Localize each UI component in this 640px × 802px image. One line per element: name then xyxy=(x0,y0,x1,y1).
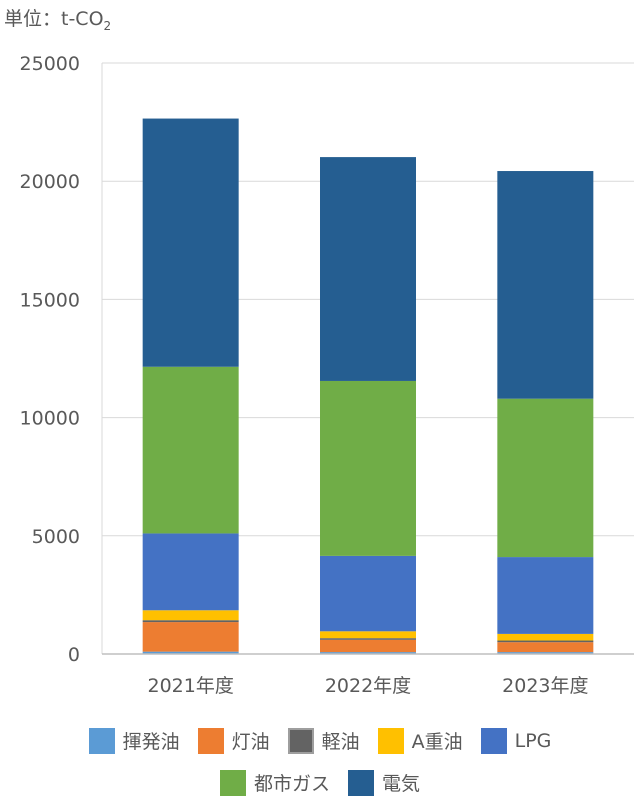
bar-segment xyxy=(142,622,239,652)
bar-segment xyxy=(142,651,239,654)
legend-label: 電気 xyxy=(382,773,421,795)
legend-swatch xyxy=(219,769,246,796)
legend-item: 都市ガス xyxy=(219,769,330,796)
legend-label: 都市ガス xyxy=(253,773,330,795)
y-tick-label: 25000 xyxy=(20,53,80,75)
bar-segment xyxy=(142,118,239,367)
legend-item: 揮発油 xyxy=(88,727,180,754)
bar-segment xyxy=(142,533,239,611)
legend-label: A重油 xyxy=(411,731,463,753)
y-tick-label: 5000 xyxy=(32,526,80,548)
bar-segment xyxy=(497,642,594,653)
legend-swatch xyxy=(348,769,374,796)
legend-row-2: 都市ガス 電気 xyxy=(0,769,640,796)
y-tick-label: 10000 xyxy=(20,408,80,430)
legend-swatch xyxy=(88,727,115,754)
legend-item: 軽油 xyxy=(287,727,360,754)
bar-segment xyxy=(497,398,594,558)
axes: 0 5000 10000 15000 20000 25000 2021年度 2022年度 202… xyxy=(20,53,634,697)
bar-segment xyxy=(497,171,594,399)
legend-item: 灯油 xyxy=(197,727,270,754)
bar-segment xyxy=(497,652,594,654)
legend-row-1: 揮発油 灯油 軽油 A重油 LPG xyxy=(0,727,640,754)
bar-segment xyxy=(142,610,239,621)
bar-segment xyxy=(320,555,416,632)
x-category-label: 2023年度 xyxy=(502,675,588,697)
legend-swatch xyxy=(287,727,314,754)
legend-label: LPG xyxy=(514,729,552,752)
x-category-label: 2021年度 xyxy=(147,675,233,697)
legend-swatch xyxy=(480,727,507,754)
bar-segment xyxy=(497,640,594,643)
x-category-label: 2022年度 xyxy=(325,675,411,697)
bar-segment xyxy=(320,652,416,654)
bar-segment xyxy=(320,631,416,639)
bar-segment xyxy=(142,366,239,534)
bar-segment xyxy=(320,380,416,556)
legend-swatch xyxy=(377,727,404,754)
bar-segment xyxy=(497,557,594,634)
unit-label: 単位：t-CO2 xyxy=(4,8,112,33)
legend-swatch xyxy=(197,727,224,754)
y-tick-label: 15000 xyxy=(20,289,80,311)
legend-label: 軽油 xyxy=(321,731,360,753)
bar-segment xyxy=(320,638,416,640)
bars xyxy=(142,118,594,654)
bar-segment xyxy=(497,633,594,641)
bar-segment xyxy=(320,157,416,381)
legend-label: 揮発油 xyxy=(122,731,180,753)
y-tick-label: 20000 xyxy=(20,171,80,193)
legend-label: 灯油 xyxy=(231,731,270,753)
bar-segment xyxy=(142,620,239,623)
legend-item: LPG xyxy=(480,727,552,754)
legend-item: 電気 xyxy=(348,769,420,796)
bar-segment xyxy=(320,639,416,653)
stacked-bar-chart: 0 5000 10000 15000 20000 25000 2021年度 2022年度 202… xyxy=(20,53,634,697)
y-tick-label: 0 xyxy=(68,644,80,666)
legend-item: A重油 xyxy=(377,727,463,754)
